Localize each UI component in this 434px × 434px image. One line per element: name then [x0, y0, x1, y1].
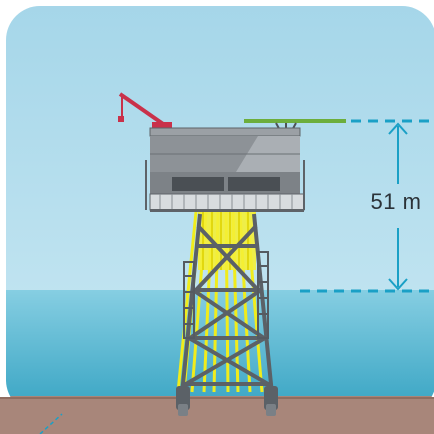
height-measurement-label: 51 m	[370, 189, 422, 214]
cable-line	[39, 413, 63, 434]
riser-frame-right	[257, 251, 269, 339]
topsides-cellar-deck	[149, 193, 305, 211]
topsides-window-right	[228, 177, 280, 191]
topsides-module	[118, 92, 346, 212]
topsides-roof	[149, 127, 301, 137]
jacket-structure	[176, 210, 278, 416]
jacket-bracing	[180, 213, 274, 395]
pile-sleeves	[176, 386, 278, 416]
topsides-window-left	[172, 177, 224, 191]
arrow-down-icon	[388, 278, 408, 291]
crane-icon	[118, 92, 172, 132]
conductor-block	[198, 210, 256, 270]
arrow-up-icon	[388, 122, 408, 135]
riser-frame-left	[183, 261, 195, 339]
seabed-strip	[0, 398, 434, 434]
